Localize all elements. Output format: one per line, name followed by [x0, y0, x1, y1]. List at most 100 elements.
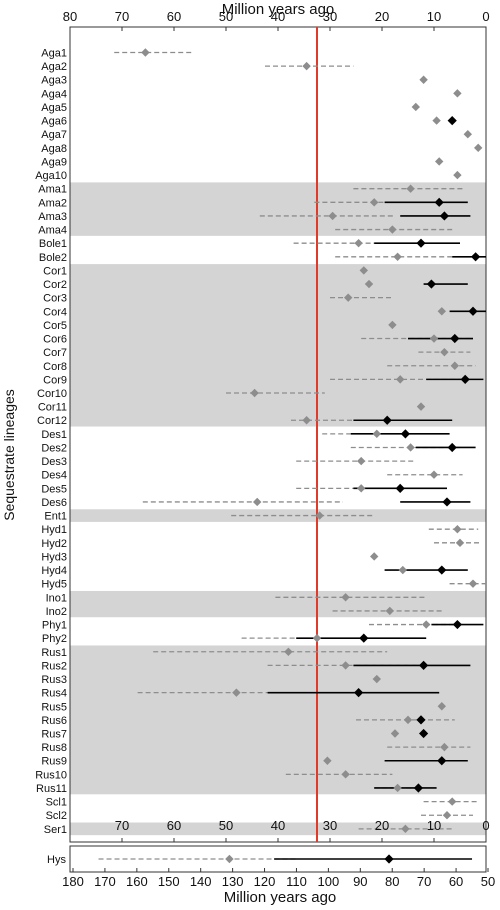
point-gray-cor10: [250, 388, 259, 398]
point-gray-ama4: [388, 225, 397, 234]
row-label-des2: Des2: [41, 442, 67, 454]
point-gray-rus7: [390, 729, 400, 738]
group-band-ent: [70, 509, 486, 522]
point-gray-aga1: [141, 48, 150, 57]
row-label-rus7: Rus7: [41, 729, 67, 741]
point-gray-cor6: [429, 334, 439, 343]
point-gray-aga3: [419, 75, 428, 84]
point-gray-scl2: [442, 811, 452, 820]
point-gray-rus2: [341, 661, 350, 670]
row-label-hyd1: Hyd1: [41, 524, 67, 536]
row-label-des3: Des3: [41, 456, 67, 468]
point-gray-des6: [253, 497, 262, 507]
inset-tick-label-30: 30: [323, 818, 337, 833]
point-black-hyd4: [437, 565, 447, 575]
top-tick-label-30: 30: [323, 9, 337, 24]
point-black-rus2: [419, 660, 429, 670]
bottom-tick-label-90: 90: [353, 874, 367, 889]
point-gray-aga8: [474, 143, 483, 153]
bottom-tick-label-170: 170: [94, 874, 116, 889]
point-gray-phy2: [312, 633, 322, 643]
bottom-tick-label-130: 130: [222, 874, 244, 889]
point-gray-des5: [357, 484, 366, 493]
point-gray-aga6: [432, 116, 441, 125]
bottom-tick-label-80: 80: [385, 874, 399, 889]
group-band-cor: [70, 264, 486, 427]
row-label-bole1: Bole1: [39, 238, 67, 250]
point-black-cor12: [382, 415, 392, 425]
row-label-scl2: Scl2: [46, 810, 67, 822]
bottom-tick-label-70: 70: [417, 874, 431, 889]
point-gray-cor11: [416, 402, 426, 411]
point-black-aga6: [447, 116, 457, 126]
point-gray-rus5: [437, 702, 446, 711]
bottom-tick-label-50: 50: [481, 874, 495, 889]
point-black-cor6: [450, 333, 460, 344]
row-label-rus5: Rus5: [41, 701, 67, 713]
row-label-bole2: Bole2: [39, 252, 67, 264]
row-label-rus1: Rus1: [41, 647, 67, 659]
point-gray-rus11: [393, 783, 402, 793]
row-label-scl1: Scl1: [46, 797, 67, 809]
point-black-des6: [442, 497, 452, 507]
point-black-des1: [400, 429, 410, 439]
row-label-rus6: Rus6: [41, 715, 67, 727]
row-label-cor1: Cor1: [43, 265, 67, 277]
row-label-aga1: Aga1: [41, 48, 67, 60]
point-gray-bole1: [354, 238, 363, 248]
inset-tick-label-20: 20: [375, 818, 389, 833]
point-gray-ama1: [406, 184, 415, 193]
point-gray-cor1: [359, 266, 368, 275]
row-label-ser1: Ser1: [44, 824, 67, 836]
group-band-ser: [70, 822, 486, 836]
top-tick-label-60: 60: [167, 9, 181, 24]
point-black-ama3: [439, 211, 449, 221]
row-label-cor2: Cor2: [43, 279, 67, 291]
point-layer: [141, 48, 483, 864]
point-gray-des4: [429, 470, 439, 479]
row-label-cor9: Cor9: [43, 374, 67, 386]
row-label-aga6: Aga6: [41, 116, 67, 128]
inset-tick-label-10: 10: [427, 818, 441, 833]
point-gray-ino1: [341, 593, 350, 602]
point-gray-des1: [372, 429, 381, 439]
point-gray-ent1: [315, 511, 324, 520]
point-gray-cor5: [388, 320, 397, 330]
row-label-des1: Des1: [41, 429, 67, 441]
point-gray-rus3: [372, 674, 381, 684]
point-gray-ama3: [328, 211, 337, 221]
row-label-cor7: Cor7: [43, 347, 67, 359]
row-label-rus10: Rus10: [35, 769, 67, 781]
row-label-phy2: Phy2: [42, 633, 67, 645]
top-tick-label-50: 50: [219, 9, 233, 24]
point-black-bole1: [416, 238, 426, 248]
bottom-axis-title: Million years ago: [224, 889, 337, 906]
point-gray-scl1: [448, 797, 457, 806]
point-gray-ser1: [401, 824, 410, 834]
row-label-ino1: Ino1: [46, 592, 67, 604]
row-label-aga8: Aga8: [41, 143, 67, 155]
point-gray-rus4: [232, 688, 241, 697]
row-label-cor3: Cor3: [43, 293, 67, 305]
row-label-ama1: Ama1: [38, 184, 67, 196]
point-black-rus9: [437, 756, 447, 766]
point-gray-cor3: [344, 293, 353, 302]
row-label-rus9: Rus9: [41, 756, 67, 768]
bottom-tick-label-60: 60: [449, 874, 463, 889]
inset-tick-label-0: 0: [482, 818, 489, 833]
row-label-hyd4: Hyd4: [41, 565, 67, 577]
point-black-rus4: [354, 688, 364, 698]
row-label-des5: Des5: [41, 483, 67, 495]
row-label-cor4: Cor4: [43, 306, 67, 318]
point-gray-rus6: [403, 715, 413, 725]
point-black-des2: [447, 442, 457, 453]
point-gray-aga4: [453, 89, 462, 98]
row-label-phy1: Phy1: [42, 620, 67, 632]
row-label-aga9: Aga9: [41, 156, 67, 168]
row-label-ama3: Ama3: [38, 211, 67, 223]
point-gray-aga10: [453, 170, 462, 180]
point-gray-hyd4: [398, 565, 407, 575]
point-gray-hyd2: [455, 538, 465, 548]
